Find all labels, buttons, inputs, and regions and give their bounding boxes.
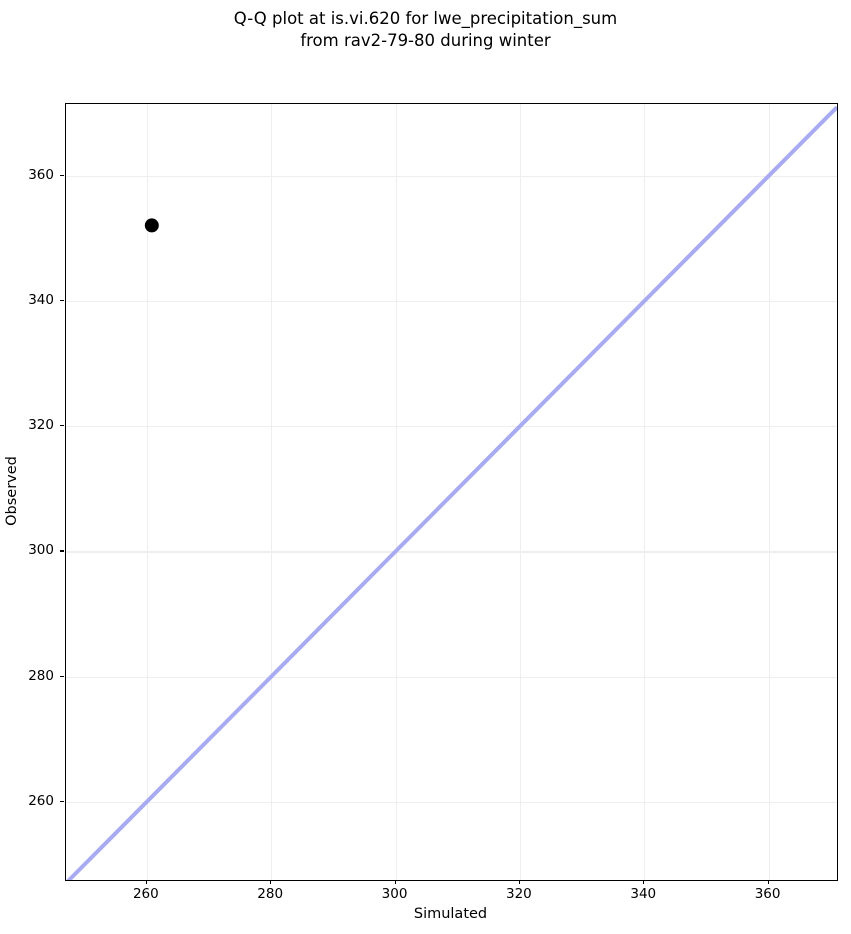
reference-line bbox=[66, 105, 837, 880]
x-axis-label: Simulated bbox=[413, 906, 488, 922]
gridline-vertical bbox=[768, 104, 770, 880]
y-axis-tick-label: 260 bbox=[28, 792, 54, 809]
plot-graphics-layer bbox=[66, 105, 837, 880]
y-axis-tick-label: 340 bbox=[28, 292, 54, 309]
reference-line-group bbox=[66, 105, 837, 880]
gridline-horizontal bbox=[66, 676, 837, 678]
plot-area bbox=[66, 104, 837, 880]
y-axis-tick bbox=[60, 425, 64, 427]
gridline-horizontal bbox=[66, 551, 837, 553]
y-axis-tick-label: 320 bbox=[28, 417, 54, 434]
gridline-horizontal bbox=[66, 175, 837, 178]
y-axis-tick bbox=[60, 300, 64, 302]
y-axis-tick bbox=[60, 174, 64, 177]
x-axis-tick-label: 300 bbox=[381, 886, 408, 902]
chart-title-line-1: Q-Q plot at is.vi.620 for lwe_precipitat… bbox=[233, 9, 618, 28]
gridline-vertical bbox=[395, 104, 397, 880]
x-axis-tick bbox=[394, 880, 396, 884]
x-axis-tick bbox=[518, 880, 521, 884]
chart-title-line-2: from rav2-79-80 during winter bbox=[300, 31, 551, 50]
x-axis-tick-label: 320 bbox=[506, 886, 532, 902]
gridline-horizontal bbox=[66, 801, 837, 803]
y-axis-label-text: Observed bbox=[4, 456, 21, 526]
gridline-vertical bbox=[271, 104, 273, 880]
x-axis-tick bbox=[270, 880, 272, 884]
y-axis-tick bbox=[60, 800, 64, 802]
y-axis-tick-label: 360 bbox=[28, 166, 54, 183]
x-axis-tick bbox=[145, 880, 148, 884]
x-axis-tick bbox=[767, 880, 769, 884]
gridline-vertical bbox=[644, 104, 646, 880]
x-axis-tick-label: 360 bbox=[754, 886, 781, 902]
y-axis-tick-label: 280 bbox=[28, 667, 54, 684]
chart-title: Q-Q plot at is.vi.620 for lwe_precipitat… bbox=[0, 8, 851, 52]
y-axis-tick-label: 300 bbox=[28, 542, 54, 559]
y-axis-tick bbox=[60, 675, 64, 677]
y-axis-label: Observed bbox=[0, 103, 24, 879]
data-point-marker bbox=[144, 218, 159, 233]
x-axis-tick-label: 260 bbox=[132, 886, 159, 902]
plot-axes bbox=[65, 103, 838, 881]
y-axis-tick bbox=[60, 550, 64, 552]
gridline-vertical bbox=[519, 104, 521, 880]
x-axis-tick bbox=[643, 880, 645, 884]
x-axis-tick-label: 280 bbox=[257, 886, 284, 902]
gridline-horizontal bbox=[66, 301, 837, 303]
gridline-horizontal bbox=[66, 426, 837, 428]
x-axis-tick-label: 340 bbox=[630, 886, 657, 902]
data-points-group bbox=[144, 218, 159, 233]
gridline-vertical bbox=[146, 104, 148, 880]
